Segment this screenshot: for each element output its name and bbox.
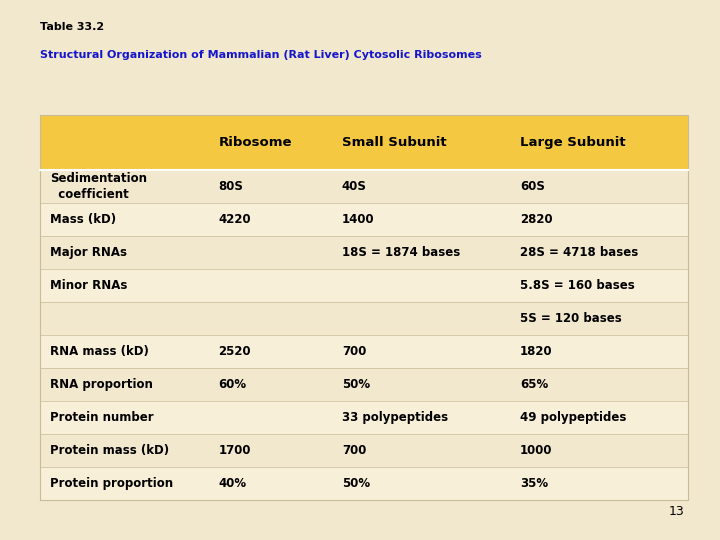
Text: 700: 700 bbox=[342, 444, 366, 457]
Text: 1700: 1700 bbox=[218, 444, 251, 457]
Text: 65%: 65% bbox=[520, 378, 549, 391]
Text: 28S = 4718 bases: 28S = 4718 bases bbox=[520, 246, 639, 259]
Text: Protein mass (kD): Protein mass (kD) bbox=[50, 444, 169, 457]
Text: RNA mass (kD): RNA mass (kD) bbox=[50, 345, 149, 358]
Text: 4220: 4220 bbox=[218, 213, 251, 226]
Bar bbox=[40, 467, 688, 500]
Text: 33 polypeptides: 33 polypeptides bbox=[342, 411, 448, 424]
Text: 40S: 40S bbox=[342, 180, 366, 193]
Text: Major RNAs: Major RNAs bbox=[50, 246, 127, 259]
Text: 40%: 40% bbox=[218, 477, 247, 490]
Text: 80S: 80S bbox=[218, 180, 243, 193]
Bar bbox=[40, 335, 688, 368]
Text: Ribosome: Ribosome bbox=[218, 136, 292, 149]
Bar bbox=[40, 368, 688, 401]
Bar bbox=[40, 302, 688, 335]
Text: Protein number: Protein number bbox=[50, 411, 153, 424]
Text: 5S = 120 bases: 5S = 120 bases bbox=[520, 312, 622, 325]
Text: 50%: 50% bbox=[342, 378, 370, 391]
Text: 35%: 35% bbox=[520, 477, 548, 490]
Text: 2520: 2520 bbox=[218, 345, 251, 358]
Text: 60%: 60% bbox=[218, 378, 247, 391]
Text: 49 polypeptides: 49 polypeptides bbox=[520, 411, 626, 424]
Text: 1400: 1400 bbox=[342, 213, 374, 226]
Text: 1820: 1820 bbox=[520, 345, 553, 358]
Text: Table 33.2: Table 33.2 bbox=[40, 22, 104, 32]
Text: Minor RNAs: Minor RNAs bbox=[50, 279, 127, 292]
Text: Mass (kD): Mass (kD) bbox=[50, 213, 116, 226]
Text: Small Subunit: Small Subunit bbox=[342, 136, 446, 149]
Bar bbox=[40, 236, 688, 269]
Text: Sedimentation
  coefficient: Sedimentation coefficient bbox=[50, 172, 147, 200]
Bar bbox=[40, 269, 688, 302]
Text: Protein proportion: Protein proportion bbox=[50, 477, 173, 490]
Bar bbox=[40, 170, 688, 203]
Text: RNA proportion: RNA proportion bbox=[50, 378, 153, 391]
Text: Structural Organization of Mammalian (Rat Liver) Cytosolic Ribosomes: Structural Organization of Mammalian (Ra… bbox=[40, 50, 482, 60]
Bar bbox=[40, 115, 688, 500]
Bar bbox=[40, 203, 688, 236]
Bar bbox=[40, 115, 688, 170]
Text: Large Subunit: Large Subunit bbox=[520, 136, 626, 149]
Bar bbox=[40, 401, 688, 434]
Text: 60S: 60S bbox=[520, 180, 545, 193]
Text: 2820: 2820 bbox=[520, 213, 553, 226]
Text: 5.8S = 160 bases: 5.8S = 160 bases bbox=[520, 279, 635, 292]
Text: 50%: 50% bbox=[342, 477, 370, 490]
Text: 1000: 1000 bbox=[520, 444, 552, 457]
Text: 13: 13 bbox=[668, 505, 684, 518]
Text: 700: 700 bbox=[342, 345, 366, 358]
Text: 18S = 1874 bases: 18S = 1874 bases bbox=[342, 246, 460, 259]
Bar bbox=[40, 434, 688, 467]
